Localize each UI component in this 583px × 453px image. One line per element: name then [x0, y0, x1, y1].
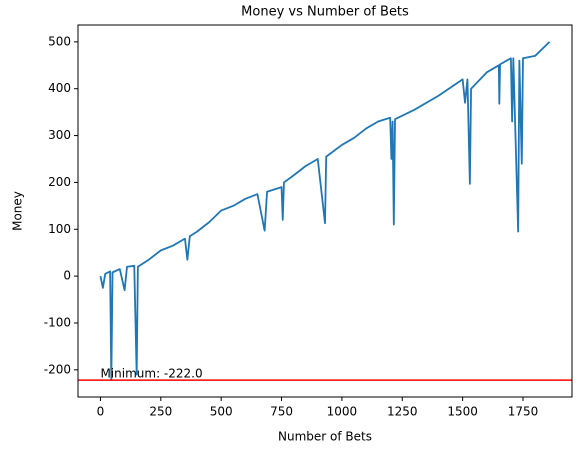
annotation: Minimum: -222.0	[100, 367, 202, 381]
x-tick-label: 1000	[327, 405, 358, 419]
x-tick-label: 750	[270, 405, 293, 419]
x-tick-label: 1750	[508, 405, 539, 419]
chart-title: Money vs Number of Bets	[241, 5, 409, 20]
y-tick-label: 200	[48, 175, 71, 189]
plot-frame	[77, 24, 573, 398]
x-tick-label: 0	[97, 405, 105, 419]
y-tick-label: 400	[48, 81, 71, 95]
x-axis-label: Number of Bets	[278, 430, 372, 444]
y-axis-label: Money	[11, 191, 25, 231]
x-tick-label: 250	[149, 405, 172, 419]
data-line	[99, 41, 551, 382]
y-tick-label: 100	[48, 222, 71, 236]
y-tick-label: 0	[63, 269, 71, 283]
y-tick-label: 500	[48, 34, 71, 48]
x-tick-label: 1250	[387, 405, 418, 419]
x-tick-label: 1500	[447, 405, 478, 419]
y-tick-label: 300	[48, 128, 71, 142]
y-tick-label: -200	[44, 362, 71, 376]
x-tick-label: 500	[210, 405, 233, 419]
y-tick-label: -100	[44, 315, 71, 329]
